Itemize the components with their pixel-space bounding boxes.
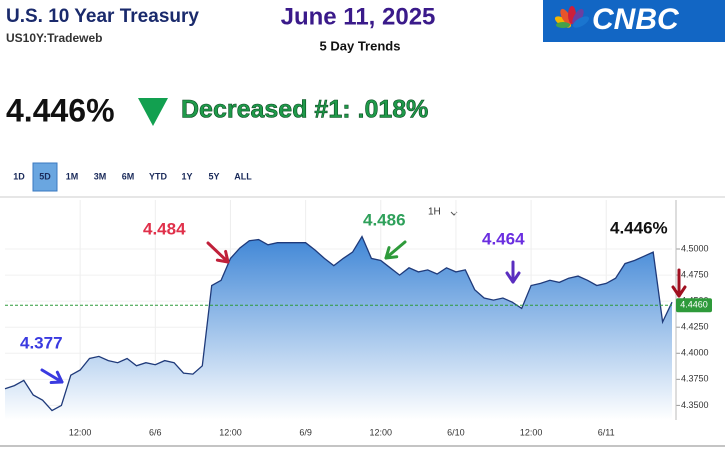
y-tick-label: 4.4750 [681,269,709,279]
range-button[interactable]: ALL [234,171,252,181]
range-button-active[interactable] [32,162,58,192]
price: 4.446% [6,92,115,128]
y-tick-label: 4.4250 [681,322,709,332]
peacock [554,6,590,28]
annotation-arrow [206,241,230,264]
annotation: 4.486 [363,210,406,229]
annotation: 4.377 [20,333,63,352]
x-tick-label: 12:00 [69,427,92,437]
range-button[interactable]: 1Y [181,171,192,181]
x-tick-label: 6/11 [598,427,615,437]
range-button[interactable]: 1M [66,171,79,181]
logo-text: CNBC [592,3,680,36]
range-button[interactable]: 5D [39,171,51,181]
down-triangle [138,98,168,126]
y-tick-label: 4.3750 [681,374,709,384]
range-button[interactable]: 6M [122,171,135,181]
date: June 11, 2025 [281,3,436,30]
x-tick-label: 12:00 [219,427,242,437]
annotation-arrowhead [505,271,521,284]
annotation: 4.464 [482,229,525,248]
range-button[interactable]: 3M [94,171,107,181]
range-button[interactable]: YTD [149,171,168,181]
y-tick-label: 4.4000 [681,348,709,358]
line [4,235,673,412]
annotation-arrowhead [384,246,399,260]
logo: CNBC [543,0,725,42]
y-tick-label: 4.3500 [681,400,709,410]
range-button[interactable]: 5Y [208,171,219,181]
annotation-arrow [384,240,407,260]
annotation-arrowhead [671,285,687,298]
subtitle: 5 Day Trends [320,38,401,53]
y-tick-label: 4.5000 [681,243,709,253]
x-tick-label: 12:00 [370,427,393,437]
x-tick-label: 6/9 [299,427,312,437]
area [5,236,672,420]
range-button[interactable]: 1D [13,171,25,181]
annotation-arrowhead [215,249,230,264]
current-label: 4.4460 [680,300,708,310]
annotation-arrow [40,368,64,384]
annotation-arrowhead [49,370,64,385]
change: Decreased #1: .018% [181,96,428,124]
symbol: US10Y:Tradeweb [6,31,102,45]
x-tick-label: 12:00 [520,427,543,437]
current-badge [676,298,712,313]
interval[interactable]: 1H [428,207,441,218]
annotation: 4.446% [610,218,668,237]
range-buttons: 1D 5D 1M 3M 6M YTD 1Y 5Y ALL [13,162,252,192]
x-tick-label: 6/6 [149,427,162,437]
annotation: 4.484 [143,219,186,238]
x-tick-label: 6/10 [447,427,465,437]
title: U.S. 10 Year Treasury [6,6,199,27]
